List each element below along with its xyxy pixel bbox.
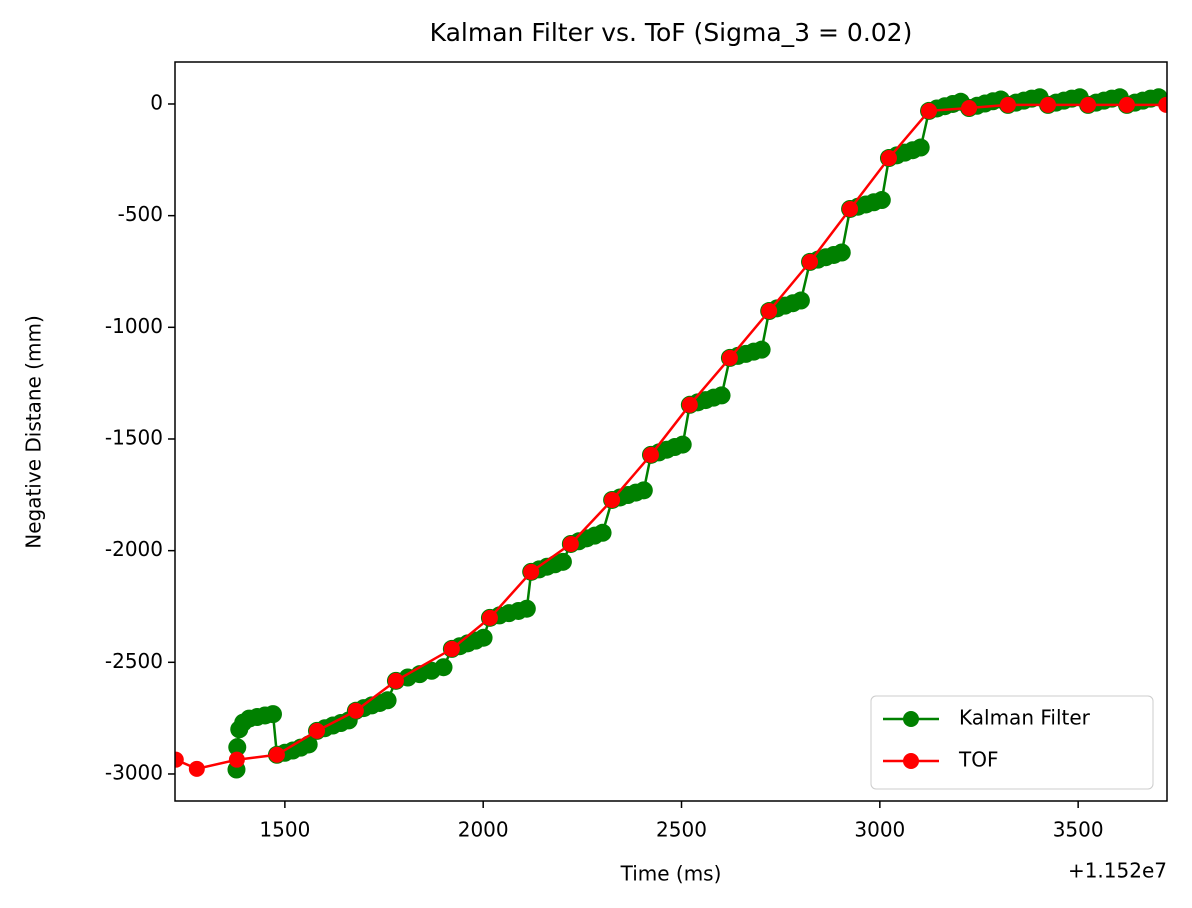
y-tick-label: -2500 <box>105 649 163 673</box>
data-point <box>593 523 612 542</box>
series-line <box>235 95 1159 770</box>
data-point <box>604 491 621 508</box>
series-line <box>175 103 1167 771</box>
data-point <box>434 658 453 677</box>
legend: Kalman Filter TOF <box>870 695 1154 790</box>
y-tick-label: 0 <box>150 90 163 114</box>
data-point <box>1118 96 1135 113</box>
legend-label: TOF <box>958 748 998 772</box>
data-point <box>308 722 325 739</box>
chart-title: Kalman Filter vs. ToF (Sigma_3 = 0.02) <box>430 18 913 47</box>
y-tick-label: -1000 <box>105 314 163 338</box>
data-point <box>443 640 460 657</box>
data-point <box>673 435 692 454</box>
data-point <box>634 481 653 500</box>
data-point <box>1158 96 1167 113</box>
data-point <box>228 738 247 757</box>
data-point <box>481 609 498 626</box>
data-point <box>523 563 540 580</box>
data-point <box>999 96 1016 113</box>
legend-marker <box>903 711 919 727</box>
legend-label: Kalman Filter <box>959 706 1091 730</box>
data-point <box>791 291 810 310</box>
x-axis-label: Time (ms) <box>620 862 722 886</box>
data-point <box>712 386 731 405</box>
data-point <box>1080 96 1097 113</box>
data-point <box>752 340 771 359</box>
y-axis-label: Negative Distane (mm) <box>22 315 46 549</box>
data-point <box>961 100 978 117</box>
axes-frame <box>174 61 1168 802</box>
data-point <box>911 138 930 157</box>
data-point <box>761 303 778 320</box>
legend-marker <box>903 753 919 769</box>
data-point <box>842 200 859 217</box>
x-tick-label: 3500 <box>1053 818 1104 842</box>
y-tick-label: -1500 <box>105 425 163 449</box>
data-point <box>721 349 738 366</box>
data-point <box>378 691 397 710</box>
y-tick-label: -500 <box>118 202 163 226</box>
data-point <box>921 102 938 119</box>
x-tick-label: 1500 <box>259 818 310 842</box>
data-point <box>175 751 184 768</box>
data-point <box>681 396 698 413</box>
data-point <box>802 253 819 270</box>
data-point <box>832 243 851 262</box>
legend-box <box>870 695 1154 790</box>
data-point <box>562 535 579 552</box>
data-point <box>347 702 364 719</box>
data-point <box>517 599 536 618</box>
y-tick-label: -2000 <box>105 537 163 561</box>
data-point <box>553 552 572 571</box>
data-point <box>1040 96 1057 113</box>
data-point <box>387 672 404 689</box>
data-point <box>880 150 897 167</box>
data-point <box>263 705 282 724</box>
y-tick-label: -3000 <box>105 760 163 784</box>
data-point <box>642 446 659 463</box>
x-tick-label: 2500 <box>656 818 707 842</box>
data-point <box>474 628 493 647</box>
data-point <box>268 746 285 763</box>
data-point <box>228 751 245 768</box>
plot-area <box>175 88 1167 779</box>
x-tick-label: 2000 <box>458 818 509 842</box>
data-point <box>872 191 891 210</box>
x-offset-label: +1.152e7 <box>1068 859 1167 883</box>
x-tick-label: 3000 <box>854 818 905 842</box>
data-point <box>188 760 205 777</box>
